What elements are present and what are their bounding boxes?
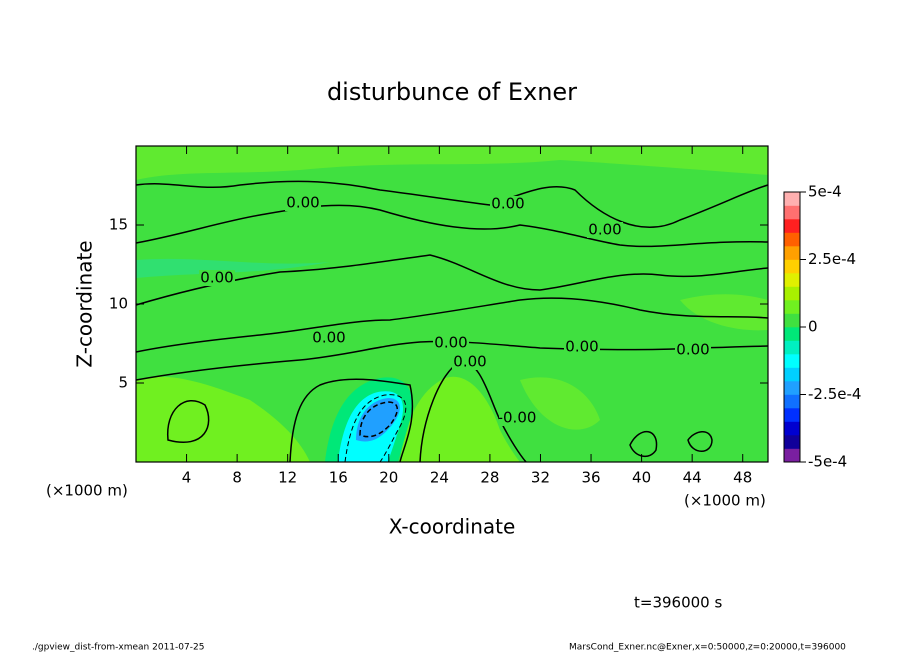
x-tick-label: 36 <box>581 469 600 487</box>
colorbar-tick-label: -2.5e-4 <box>808 385 861 403</box>
field <box>136 146 768 462</box>
y-tick-label: 15 <box>109 216 128 234</box>
colorbar-band <box>784 421 800 436</box>
x-axis-label: X-coordinate <box>389 515 516 539</box>
colorbar-band <box>784 367 800 382</box>
colorbar-band <box>784 448 800 463</box>
colorbar-band <box>784 394 800 409</box>
contour-label-bg <box>285 195 321 211</box>
contour-label: 0.00 <box>676 341 709 359</box>
colorbar-band <box>784 340 800 355</box>
colorbar-band <box>784 232 800 247</box>
contour-label-bg <box>490 196 526 212</box>
colorbar-band <box>784 273 800 287</box>
contour-label: 0.00 <box>588 221 621 239</box>
x-tick-label: 28 <box>480 469 499 487</box>
colorbar-tick-label: 2.5e-4 <box>808 250 856 268</box>
chart-title: disturbunce of Exner <box>327 78 577 106</box>
time-label: t=396000 s <box>634 594 722 612</box>
colorbar-band <box>784 300 800 314</box>
contour-label: 0.00 <box>434 334 467 352</box>
contour-label-bg <box>199 270 235 286</box>
colorbar-band <box>784 381 800 395</box>
x-tick-label: 40 <box>632 469 651 487</box>
contour-label-bg <box>675 342 711 358</box>
x-tick-label: 32 <box>531 469 550 487</box>
x-tick-label: 4 <box>182 469 192 487</box>
contour-label: 0.00 <box>286 194 319 212</box>
colorbar-band <box>784 354 800 368</box>
colorbar-band <box>784 435 800 449</box>
y-tick-label: 5 <box>118 374 128 392</box>
contour-label-bg <box>499 410 535 426</box>
contour-label: 0.00 <box>565 338 598 356</box>
contour-label-bg <box>564 339 600 355</box>
x-tick-label: 48 <box>733 469 752 487</box>
colorbar-tick-label: 5e-4 <box>808 183 842 201</box>
y-axis-label: Z-coordinate <box>73 240 97 367</box>
x-tick-label: 24 <box>430 469 449 487</box>
footer: ./gpview_dist-from-xmean 2011-07-25 <box>32 643 204 653</box>
x-tick-label: 12 <box>278 469 297 487</box>
colorbar-band <box>784 192 800 206</box>
colorbar-band <box>784 246 800 260</box>
colorbar-band <box>784 327 800 341</box>
colorbar-band <box>784 286 800 301</box>
x-tick-label: 44 <box>683 469 702 487</box>
contour-label: 0.00 <box>200 269 233 287</box>
contour-label: 0.00 <box>491 195 524 213</box>
colorbar-band <box>784 408 800 422</box>
footer: MarsCond_Exner.nc@Exner,x=0:50000,z=0:20… <box>569 643 846 653</box>
y-tick-label: 10 <box>109 295 128 313</box>
contour-label-bg <box>587 222 623 238</box>
contour-label-bg <box>311 330 347 346</box>
contour-label-bg <box>452 354 488 370</box>
colorbar-band <box>784 259 800 274</box>
contour-label-bg <box>433 335 469 351</box>
contours <box>135 180 769 463</box>
colorbar-tick-label: 0 <box>808 318 818 336</box>
x-tick-label: 8 <box>232 469 242 487</box>
contour-label: 0.00 <box>312 329 345 347</box>
contour-label: -0.00 <box>498 409 537 427</box>
x-tick-label: 16 <box>329 469 348 487</box>
colorbar-band <box>784 219 800 233</box>
x-unit: (×1000 m) <box>46 482 128 500</box>
colorbar-band <box>784 205 800 220</box>
contour-label: 0.00 <box>453 353 486 371</box>
colorbar-band <box>784 313 800 328</box>
x-tick-label: 20 <box>379 469 398 487</box>
x-unit: (×1000 m) <box>684 492 766 510</box>
colorbar-tick-label: -5e-4 <box>808 453 847 471</box>
